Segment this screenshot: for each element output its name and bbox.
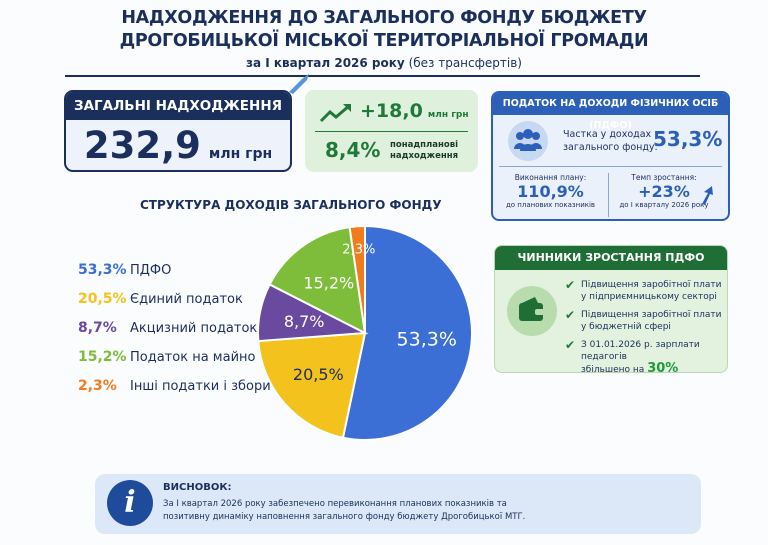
legend-percent: 15,2%: [78, 349, 127, 365]
page-subtitle: за І квартал 2026 року (без трансфертів): [0, 56, 768, 70]
divider: [315, 131, 468, 132]
factor-3-highlight: 30%: [647, 361, 679, 373]
share-label-2: загального фонду:: [563, 142, 658, 153]
total-revenue-card: ЗАГАЛЬНІ НАДХОДЖЕННЯ 232,9 млн грн: [64, 90, 292, 172]
check-icon: ✔: [565, 338, 576, 352]
conclusion-line2: позитивну динаміку наповнення загального…: [163, 512, 526, 522]
pie-slice: [341, 224, 473, 441]
legend-percent: 8,7%: [78, 320, 117, 336]
legend-label: ПДФО: [130, 263, 172, 278]
period-note: (без трансфертів): [408, 56, 522, 70]
legend-percent: 20,5%: [78, 291, 127, 307]
divider: [608, 173, 609, 217]
factor-2-line2: у бюджетній сфері: [581, 322, 671, 332]
factor-2-line1: Підвищення заробітної плати: [581, 310, 722, 320]
share-label-1: Частка у доходах: [563, 129, 652, 140]
factors-title: ЧИННИКИ ЗРОСТАННЯ ПДФО: [495, 246, 727, 270]
divider: [65, 75, 700, 77]
pie-slice: [257, 331, 367, 439]
trending-up-icon: [319, 104, 351, 123]
conclusion-line1: За І квартал 2026 року забезпечено перев…: [163, 499, 507, 509]
legend-item: 2,3% Інші податки і збори: [78, 378, 271, 394]
growth-note: до І кварталу 2026 року: [619, 201, 709, 209]
overplan-card: +18,0 млн грн 8,4% понадпланові надходжен…: [305, 90, 478, 172]
check-icon: ✔: [565, 278, 576, 292]
slice-label: 8,7%: [284, 312, 325, 331]
total-value: 232,9: [83, 124, 201, 167]
slice-label: 20,5%: [293, 365, 344, 384]
factor-1-line2: у підприємницькому секторі: [581, 292, 717, 302]
pdfo-card: ПОДАТОК НА ДОХОДИ ФІЗИЧНИХ ОСІБ (ПДФО) Ч…: [491, 91, 730, 221]
slice-label: 53,3%: [397, 328, 457, 350]
arrow-up-icon: [702, 186, 713, 205]
pdfo-title: ПОДАТОК НА ДОХОДИ ФІЗИЧНИХ ОСІБ (ПДФО): [493, 93, 728, 131]
factor-1-line1: Підвищення заробітної плати: [581, 280, 722, 290]
legend-label: Акцизний податок: [130, 321, 258, 336]
legend-item: 15,2% Податок на майно: [78, 349, 255, 365]
overplan-unit: млн грн: [427, 110, 469, 120]
slice-label: 15,2%: [303, 274, 354, 293]
overplan-label-2: надходження: [390, 151, 459, 161]
total-unit: млн грн: [208, 146, 273, 162]
overplan-percent: 8,4%: [325, 138, 381, 162]
divider: [499, 166, 722, 167]
factor-3-line2: збільшено на: [581, 365, 645, 373]
people-icon: [508, 121, 548, 161]
total-label: ЗАГАЛЬНІ НАДХОДЖЕННЯ: [66, 92, 290, 120]
share-value: 53,3%: [653, 127, 723, 151]
info-icon: i: [107, 480, 153, 526]
check-icon: ✔: [565, 308, 576, 322]
pie-chart: 53,3% 20,5% 8,7% 15,2% 2,3%: [257, 224, 473, 441]
legend-percent: 2,3%: [78, 378, 117, 394]
page-title-line1: НАДХОДЖЕННЯ ДО ЗАГАЛЬНОГО ФОНДУ БЮДЖЕТУ: [121, 8, 647, 28]
legend-item: 8,7% Акцизний податок: [78, 320, 257, 336]
pie-slice: [348, 224, 366, 334]
growth-factors-card: ЧИННИКИ ЗРОСТАННЯ ПДФО ✔ Підвищення зароб…: [494, 245, 728, 373]
wallet-icon: [507, 286, 557, 336]
period: за І квартал 2026 року: [246, 56, 405, 70]
conclusion-title: ВИСНОВОК:: [163, 482, 232, 493]
legend-item: 53,3% ПДФО: [78, 262, 171, 278]
pin-icon: [289, 74, 309, 94]
page-title-line2: ДРОГОБИЦЬКОЇ МІСЬКОЇ ТЕРИТОРІАЛЬНОЇ ГРОМ…: [119, 31, 649, 51]
overplan-label-1: понадпланові: [390, 140, 459, 150]
legend-label: Інші податки і збори: [130, 379, 271, 394]
plan-value: 110,9%: [517, 182, 584, 201]
conclusion-box: i ВИСНОВОК: За І квартал 2026 року забез…: [95, 474, 701, 534]
slice-label: 2,3%: [342, 243, 375, 258]
legend-percent: 53,3%: [78, 262, 127, 278]
legend-label: Єдиний податок: [130, 292, 243, 307]
growth-value: +23%: [638, 182, 690, 201]
legend-label: Податок на майно: [130, 350, 256, 365]
chart-title: СТРУКТУРА ДОХОДІВ ЗАГАЛЬНОГО ФОНДУ: [140, 198, 442, 212]
plan-label: Виконання плану:: [514, 173, 587, 182]
overplan-value: +18,0: [360, 100, 423, 122]
legend-item: 20,5% Єдиний податок: [78, 291, 243, 307]
plan-note: до планових показників: [505, 201, 596, 209]
pie-slice: [268, 225, 367, 335]
factor-3-line1: З 01.01.2026 р. зарплати педагогів: [581, 340, 700, 362]
growth-label: Темп зростання:: [631, 173, 697, 182]
